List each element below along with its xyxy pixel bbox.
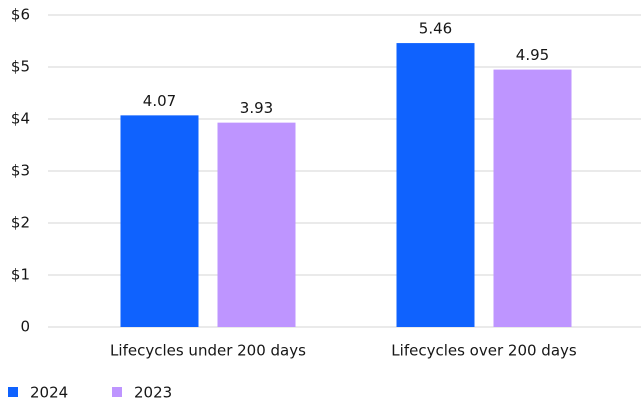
- bar: [217, 122, 296, 327]
- y-tick-label: $2: [11, 214, 30, 232]
- data-label: 3.93: [240, 99, 273, 117]
- legend-swatch: [8, 387, 18, 397]
- x-tick-label: Lifecycles under 200 days: [110, 342, 306, 360]
- y-tick-label: $6: [11, 6, 30, 24]
- y-tick-label: $3: [11, 162, 30, 180]
- data-label: 5.46: [419, 20, 452, 38]
- bar: [120, 115, 199, 327]
- bar: [396, 43, 475, 328]
- y-tick-label: $5: [11, 58, 30, 76]
- y-tick-label: 0: [20, 318, 30, 336]
- legend-swatch: [112, 387, 122, 397]
- y-tick-label: $4: [11, 110, 30, 128]
- bar: [493, 69, 572, 327]
- data-label: 4.95: [516, 46, 549, 64]
- data-label: 4.07: [143, 92, 176, 110]
- legend-label: 2024: [30, 384, 68, 402]
- y-tick-label: $1: [11, 266, 30, 284]
- x-tick-label: Lifecycles over 200 days: [391, 342, 577, 360]
- legend-label: 2023: [134, 384, 172, 402]
